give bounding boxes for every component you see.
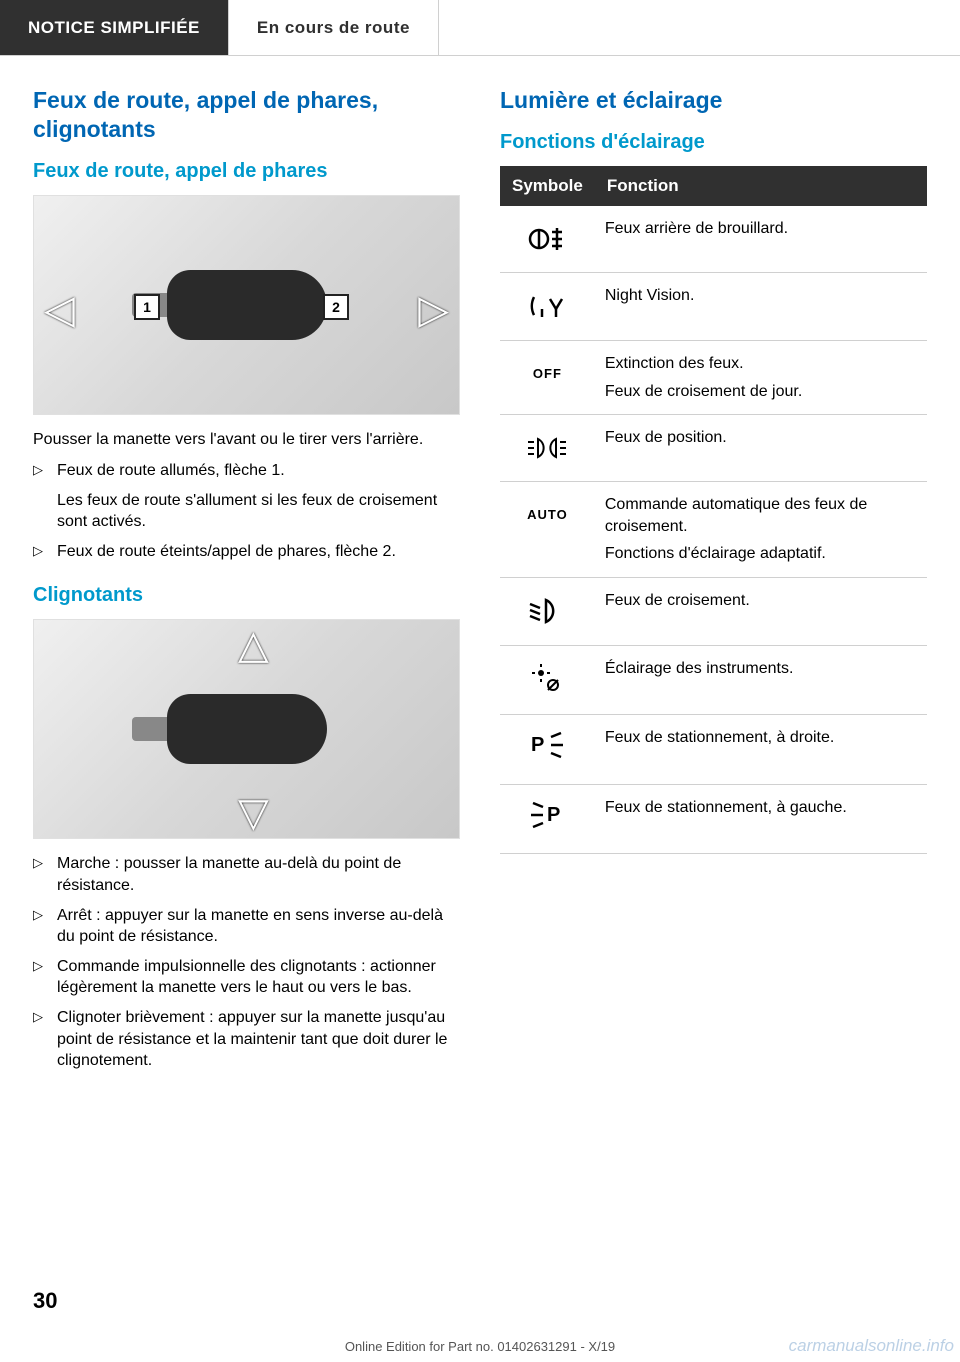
func-text: Feux de stationnement, à gauche. — [605, 799, 847, 816]
lighting-functions-table: Symbole Fonction Feux arrière de brouill… — [500, 166, 927, 855]
func-text: Feux de position. — [605, 429, 727, 446]
icon-cell: AUTO — [500, 482, 595, 578]
subheading-clignotants: Clignotants — [33, 584, 460, 607]
right-column: Lumière et éclairage Fonctions d'éclaira… — [500, 86, 927, 1080]
func-text: Extinction des feux. — [605, 353, 917, 375]
icon-cell — [500, 645, 595, 715]
func-text-2: Feux de croisement de jour. — [605, 381, 917, 403]
lever-body — [167, 270, 327, 340]
low-beam-icon — [526, 590, 568, 632]
list-item: Clignoter brièvement : appuyer sur la ma… — [33, 1007, 460, 1072]
func-text: Feux arrière de brouillard. — [605, 220, 788, 237]
list-item: Feux de route éteints/appel de phares, f… — [33, 541, 460, 563]
page-header: NOTICE SIMPLIFIÉE En cours de route — [0, 0, 960, 56]
table-row: Éclairage des instruments. — [500, 645, 927, 715]
func-text: Éclairage des instruments. — [605, 660, 794, 677]
icon-cell: OFF — [500, 340, 595, 414]
subheading-fonctions: Fonctions d'éclairage — [500, 131, 927, 154]
func-cell: Feux de croisement. — [595, 577, 927, 645]
func-cell: Éclairage des instruments. — [595, 645, 927, 715]
diagram-turn-signal-lever: △ ▽ — [33, 619, 460, 839]
icon-cell: P — [500, 784, 595, 854]
diagram-high-beam-lever: ◁ ▷ 1 2 — [33, 195, 460, 415]
subheading-feux-route: Feux de route, appel de phares — [33, 160, 460, 183]
left-column: Feux de route, appel de phares, clignota… — [33, 86, 460, 1080]
func-cell: Feux de stationnement, à gauche. — [595, 784, 927, 854]
lever-body — [167, 694, 327, 764]
func-text-2: Fonctions d'éclairage adaptatif. — [605, 543, 917, 565]
para-push-lever: Pousser la manette vers l'avant ou le ti… — [33, 429, 460, 451]
rear-fog-icon — [526, 218, 568, 260]
header-tab-section: En cours de route — [228, 0, 439, 55]
table-row: P Feux de stationnement, à droite. — [500, 715, 927, 785]
icon-cell — [500, 577, 595, 645]
list-item: Commande impulsionnelle des clignotants … — [33, 956, 460, 999]
off-icon: OFF — [526, 353, 568, 395]
park-left-icon: P — [526, 797, 568, 839]
watermark: carmanualsonline.info — [789, 1336, 954, 1356]
icon-cell: P — [500, 715, 595, 785]
col-fonction: Fonction — [595, 166, 927, 206]
callout-1: 1 — [134, 294, 160, 320]
heading-feux-route: Feux de route, appel de phares, clignota… — [33, 86, 460, 144]
func-text: Night Vision. — [605, 287, 695, 304]
icon-cell — [500, 415, 595, 482]
bullet-list-high-beam-2: Feux de route éteints/appel de phares, f… — [33, 541, 460, 563]
func-cell: Commande automatique des feux de croisem… — [595, 482, 927, 578]
table-row: OFF Extinction des feux. Feux de croisem… — [500, 340, 927, 414]
func-cell: Feux de stationnement, à droite. — [595, 715, 927, 785]
table-header-row: Symbole Fonction — [500, 166, 927, 206]
list-item: Marche : pousser la manette au-delà du p… — [33, 853, 460, 896]
arrow-down-icon: ▽ — [238, 790, 269, 836]
park-right-icon: P — [526, 727, 568, 769]
col-symbole: Symbole — [500, 166, 595, 206]
table-row: Feux de croisement. — [500, 577, 927, 645]
header-tab-active: NOTICE SIMPLIFIÉE — [0, 0, 228, 55]
svg-text:P: P — [531, 734, 544, 756]
icon-cell — [500, 206, 595, 273]
instrument-light-icon — [526, 658, 568, 700]
func-cell: Feux arrière de brouillard. — [595, 206, 927, 273]
table-row: AUTO Commande automatique des feux de cr… — [500, 482, 927, 578]
content-area: Feux de route, appel de phares, clignota… — [0, 56, 960, 1080]
func-cell: Night Vision. — [595, 273, 927, 341]
func-text: Feux de stationnement, à droite. — [605, 729, 834, 746]
func-cell: Feux de position. — [595, 415, 927, 482]
svg-text:P: P — [547, 804, 560, 826]
list-item: Feux de route allumés, flèche 1. — [33, 460, 460, 482]
para-high-beam-note: Les feux de route s'allument si les feux… — [57, 490, 460, 533]
bullet-list-turn-signals: Marche : pousser la manette au-delà du p… — [33, 853, 460, 1071]
list-item: Arrêt : appuyer sur la manette en sens i… — [33, 905, 460, 948]
night-vision-icon — [526, 285, 568, 327]
position-lights-icon — [526, 427, 568, 469]
func-text: Commande automatique des feux de croisem… — [605, 494, 917, 537]
table-row: Night Vision. — [500, 273, 927, 341]
heading-lumiere: Lumière et éclairage — [500, 86, 927, 115]
table-row: Feux de position. — [500, 415, 927, 482]
arrow-left-icon: ◁ — [44, 287, 75, 333]
bullet-list-high-beam: Feux de route allumés, flèche 1. — [33, 460, 460, 482]
func-cell: Extinction des feux. Feux de croisement … — [595, 340, 927, 414]
auto-icon: AUTO — [526, 494, 568, 536]
func-text: Feux de croisement. — [605, 592, 750, 609]
arrow-up-icon: △ — [238, 622, 269, 668]
table-row: P Feux de stationnement, à gauche. — [500, 784, 927, 854]
arrow-right-icon: ▷ — [418, 287, 449, 333]
page-number: 30 — [33, 1288, 57, 1314]
table-row: Feux arrière de brouillard. — [500, 206, 927, 273]
icon-cell — [500, 273, 595, 341]
callout-2: 2 — [323, 294, 349, 320]
